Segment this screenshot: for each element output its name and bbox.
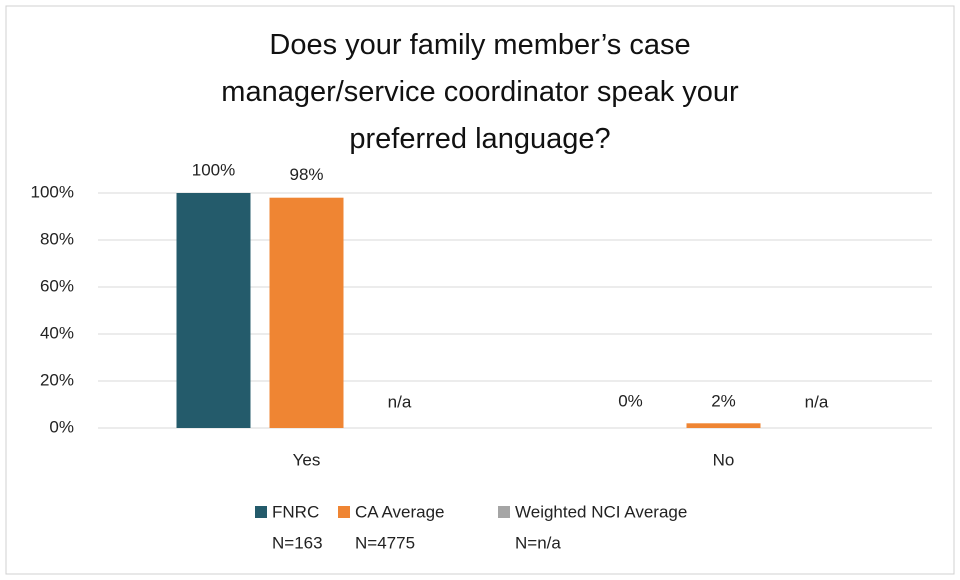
y-tick-label: 100% [31, 182, 74, 201]
data-label: 100% [192, 160, 235, 179]
data-label: 0% [618, 391, 643, 410]
legend-label: CA Average [355, 502, 444, 521]
y-tick-label: 20% [40, 370, 74, 389]
x-tick-label: Yes [293, 450, 321, 469]
y-tick-label: 60% [40, 276, 74, 295]
x-tick-label: No [713, 450, 735, 469]
bar [686, 423, 761, 428]
legend-swatch [498, 506, 510, 518]
data-label: 98% [289, 165, 323, 184]
chart-title: Does your family member’s case manager/s… [221, 29, 739, 155]
legend-note: N=4775 [355, 533, 415, 552]
legend-swatch [338, 506, 350, 518]
legend-label: FNRC [272, 502, 319, 521]
data-label: 2% [711, 391, 736, 410]
bar [269, 197, 344, 428]
legend-note: N=n/a [515, 533, 561, 552]
y-tick-label: 80% [40, 229, 74, 248]
bar [176, 193, 251, 428]
legend-swatch [255, 506, 267, 518]
data-label: n/a [388, 392, 412, 411]
legend-note: N=163 [272, 533, 323, 552]
legend-label: Weighted NCI Average [515, 502, 687, 521]
y-tick-label: 40% [40, 323, 74, 342]
chart-border [5, 5, 955, 575]
y-tick-label: 0% [49, 417, 74, 436]
data-label: n/a [805, 392, 829, 411]
